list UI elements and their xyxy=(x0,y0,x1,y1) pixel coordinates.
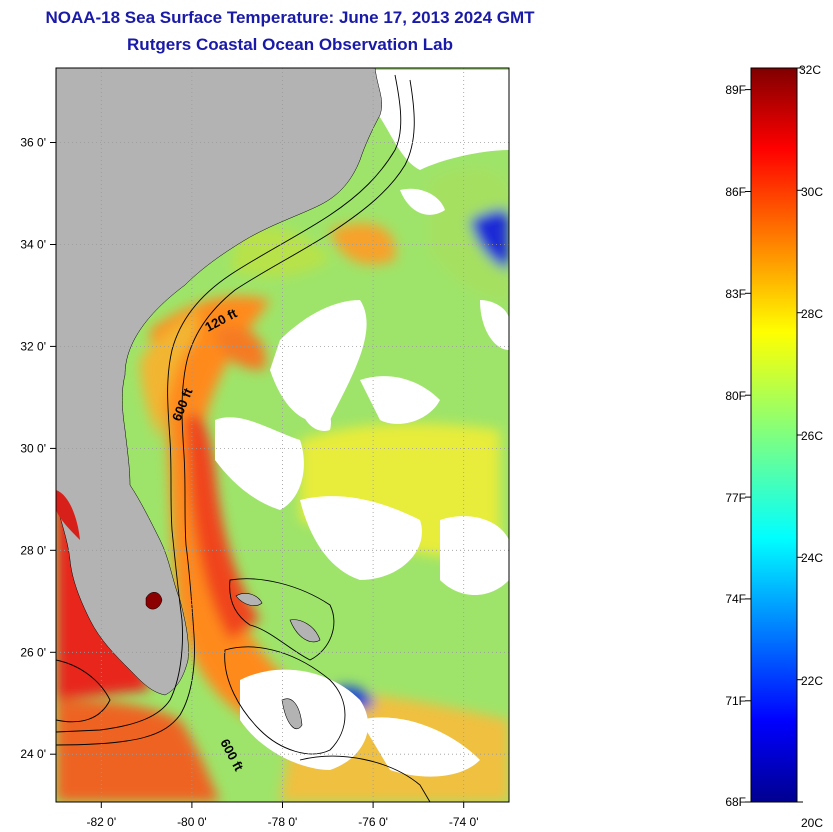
map-panel xyxy=(56,68,509,802)
colorbar-f-label: 83F xyxy=(725,287,746,301)
colorbar-c-label: 24C xyxy=(801,551,823,565)
lat-tick-label: 36 0' xyxy=(20,136,46,150)
colorbar-c-label: 20C xyxy=(801,816,823,830)
color-bar-gradient xyxy=(750,67,798,803)
map-title: NOAA-18 Sea Surface Temperature: June 17… xyxy=(45,8,535,27)
colorbar-c-label: 22C xyxy=(801,674,823,688)
lon-tick-label: -76 0' xyxy=(358,815,388,829)
lat-tick-label: 32 0' xyxy=(20,339,46,353)
colorbar-c-label: 28C xyxy=(801,307,823,321)
colorbar-f-label: 68F xyxy=(725,795,746,809)
depth-contours xyxy=(56,74,431,802)
bahamas-islands xyxy=(235,593,321,730)
colorbar-c-label: 30C xyxy=(801,185,823,199)
longitude-labels: -82 0' -80 0' -78 0' -76 0' -74 0' xyxy=(86,815,478,829)
axis-ticks xyxy=(50,142,465,808)
color-bar: 89F 86F 83F 80F 77F 74F 71F 68F 32C 30C … xyxy=(725,63,823,830)
lat-tick-label: 28 0' xyxy=(20,543,46,557)
lake-okeechobee xyxy=(145,592,163,610)
colorbar-c-label: 32C xyxy=(799,63,821,77)
colorbar-c-label: 26C xyxy=(801,429,823,443)
lat-tick-label: 26 0' xyxy=(20,645,46,659)
colorbar-f-label: 74F xyxy=(725,592,746,606)
colorbar-f-label: 80F xyxy=(725,389,746,403)
colorbar-f-label: 77F xyxy=(725,491,746,505)
cloud-mask xyxy=(215,70,509,777)
lon-tick-label: -80 0' xyxy=(177,815,207,829)
lon-tick-label: -78 0' xyxy=(268,815,298,829)
lon-tick-label: -74 0' xyxy=(449,815,479,829)
colorbar-f-label: 89F xyxy=(725,83,746,97)
lon-tick-label: -82 0' xyxy=(86,815,116,829)
color-bar-ticks xyxy=(745,67,803,803)
colorbar-f-label: 86F xyxy=(725,185,746,199)
land-mass xyxy=(56,68,382,696)
inland-warm-water xyxy=(56,490,80,540)
lat-tick-label: 24 0' xyxy=(20,747,46,761)
colorbar-f-label: 71F xyxy=(725,694,746,708)
lat-tick-label: 30 0' xyxy=(20,441,46,455)
map-subtitle: Rutgers Coastal Ocean Observation Lab xyxy=(127,35,453,54)
latitude-labels: 24 0' 26 0' 28 0' 30 0' 32 0' 34 0' 36 0… xyxy=(20,136,46,762)
lat-tick-label: 34 0' xyxy=(20,238,46,252)
